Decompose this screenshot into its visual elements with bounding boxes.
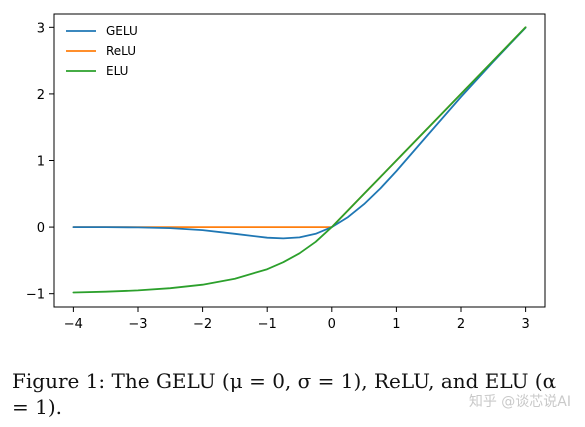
series-line-gelu — [72, 26, 527, 240]
legend-label-elu: ELU — [106, 64, 128, 78]
y-tick-label: 2 — [37, 88, 45, 103]
chart-marks: −4 −3 −2 −1 0 1 2 3 −1 0 1 2 3 — [26, 21, 530, 332]
watermark: 知乎 @谈芯说AI — [468, 394, 571, 410]
legend: GELU ReLU ELU — [66, 24, 138, 78]
x-tick-label: 0 — [328, 317, 336, 332]
y-tick-label: −1 — [26, 288, 45, 303]
y-tick-label: 0 — [37, 221, 45, 236]
series-line-elu — [72, 26, 527, 294]
legend-label-relu: ReLU — [106, 44, 136, 58]
x-tick-label: 3 — [521, 317, 529, 332]
x-tick-label: −1 — [258, 317, 277, 332]
x-tick-label: −2 — [193, 317, 212, 332]
figure-caption: Figure 1: The GELU (μ = 0, σ = 1), ReLU,… — [12, 369, 557, 419]
x-tick-label: 1 — [392, 317, 400, 332]
chart: −4 −3 −2 −1 0 1 2 3 −1 0 1 2 3 GELU ReLU ELU — [26, 13, 546, 332]
x-tick-label: 2 — [457, 317, 465, 332]
x-tick-label: −4 — [64, 317, 83, 332]
legend-label-gelu: GELU — [106, 24, 138, 38]
y-tick-label: 1 — [37, 155, 45, 170]
x-tick-label: −3 — [128, 317, 147, 332]
y-tick-label: 3 — [37, 21, 45, 36]
series-line-relu — [72, 26, 527, 229]
